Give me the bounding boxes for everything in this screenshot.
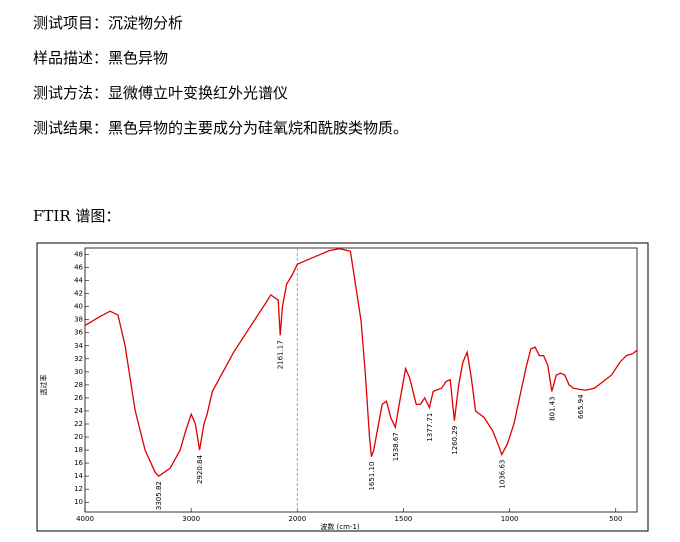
peak-label: 1538.67: [392, 432, 400, 461]
y-tick-label: 10: [74, 498, 83, 506]
x-tick-label: 4000: [76, 515, 94, 523]
y-tick-label: 46: [74, 264, 83, 272]
peak-label: 801.43: [548, 396, 556, 421]
y-tick-label: 44: [74, 277, 83, 285]
y-tick-label: 28: [74, 381, 83, 389]
x-tick-label: 500: [609, 515, 622, 523]
y-tick-label: 36: [74, 329, 83, 337]
spectrum-line: [84, 248, 638, 477]
x-tick-label: 2000: [288, 515, 306, 523]
doc-line: 样品描述：黑色异物: [33, 49, 169, 67]
y-tick-label: 48: [74, 251, 83, 259]
y-tick-label: 42: [74, 290, 83, 298]
doc-line: 测试项目：沉淀物分析: [33, 14, 184, 32]
y-axis-label: 透过率: [39, 375, 48, 396]
y-tick-label: 32: [74, 355, 83, 363]
peak-label: 2161.17: [277, 340, 285, 369]
peak-label: 665.94: [577, 394, 585, 419]
y-tick-label: 14: [74, 472, 83, 480]
peak-label: 3305.82: [155, 481, 163, 510]
x-tick-label: 1500: [395, 515, 413, 523]
spectrum-heading: FTIR 谱图：: [33, 207, 121, 225]
peak-label: 2920.84: [196, 455, 204, 484]
peak-label: 1377.71: [426, 413, 434, 442]
y-tick-label: 40: [74, 303, 83, 311]
y-tick-label: 20: [74, 433, 83, 441]
x-tick-label: 1000: [501, 515, 519, 523]
doc-line: 测试结果：黑色异物的主要成分为硅氧烷和酰胺类物质。: [33, 119, 409, 137]
x-tick-label: 3000: [182, 515, 200, 523]
y-tick-label: 34: [74, 342, 83, 350]
peak-label: 1036.63: [498, 460, 506, 489]
y-tick-label: 30: [74, 368, 83, 376]
y-tick-label: 38: [74, 316, 83, 324]
chart-frame: [36, 242, 649, 532]
y-tick-label: 26: [74, 394, 83, 402]
peak-label: 1651.10: [368, 462, 376, 491]
y-tick-label: 18: [74, 446, 83, 454]
peak-label: 1260.29: [451, 426, 459, 455]
y-tick-label: 12: [74, 485, 83, 493]
doc-line: 测试方法：显微傅立叶变换红外光谱仪: [33, 84, 289, 102]
y-tick-label: 24: [74, 407, 83, 415]
x-axis-label: 波数 (cm-1): [320, 522, 360, 531]
y-tick-label: 16: [74, 459, 83, 467]
y-tick-label: 22: [74, 420, 83, 428]
plot-frame: [84, 247, 638, 513]
